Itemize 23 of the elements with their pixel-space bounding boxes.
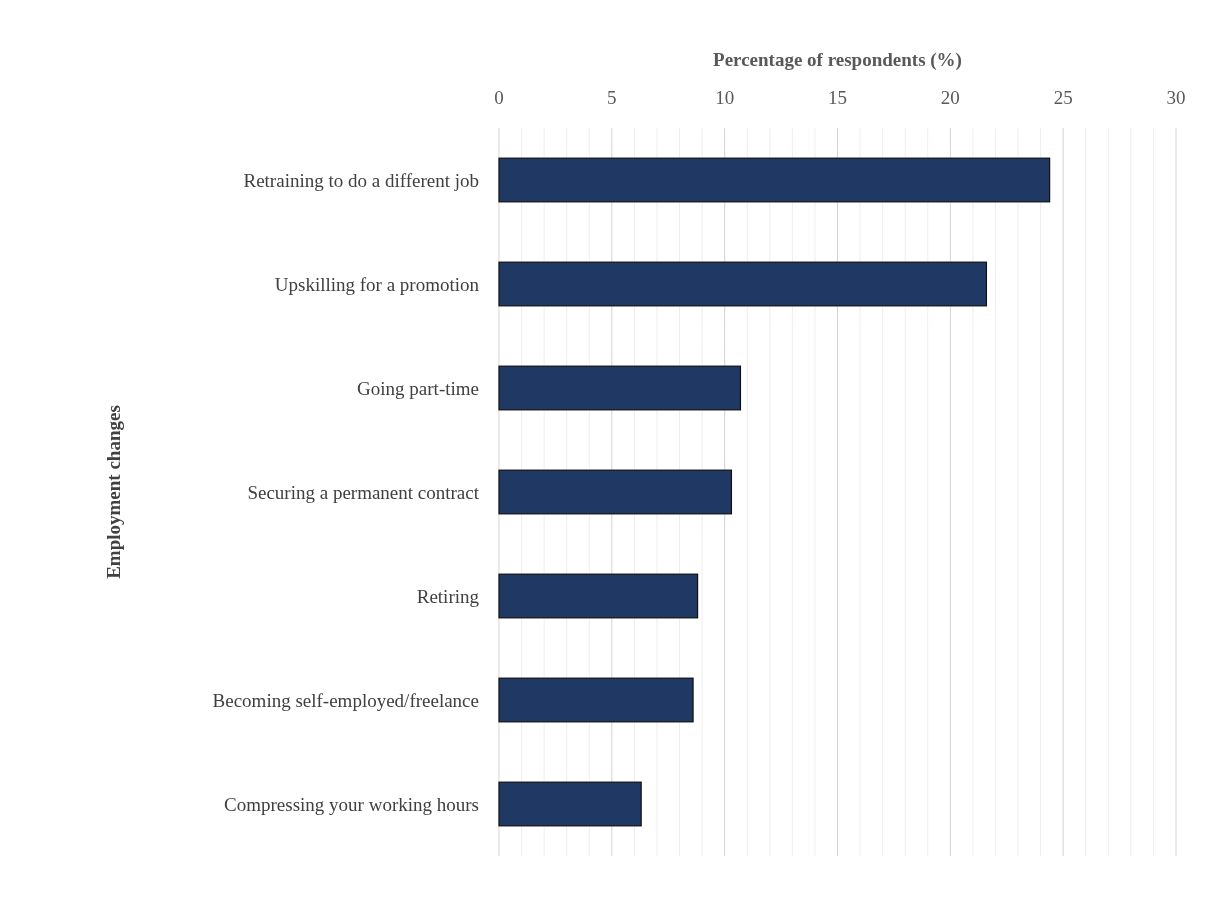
y-tick-label: Retiring	[416, 585, 480, 607]
bar	[498, 677, 694, 723]
x-tick-label: 5	[607, 87, 617, 108]
y-tick-label: Going part-time	[357, 377, 479, 399]
bar	[498, 365, 742, 411]
x-tick-label: 25	[1053, 87, 1073, 108]
bar	[498, 573, 699, 619]
bar	[498, 469, 733, 515]
y-tick-label: Retraining to do a different job	[243, 169, 479, 191]
x-tick-label: 10	[715, 87, 735, 108]
y-tick-label: Becoming self-employed/freelance	[212, 689, 479, 711]
x-tick-label: 15	[828, 87, 847, 108]
y-tick-label: Upskilling for a promotion	[274, 273, 480, 295]
x-tick-label: 30	[1166, 87, 1186, 108]
bar	[498, 261, 988, 307]
y-tick-label: Securing a permanent contract	[247, 481, 480, 503]
bar	[498, 157, 1051, 203]
bar	[498, 781, 642, 827]
y-tick-label: Compressing your working hours	[224, 793, 479, 815]
x-axis-title: Percentage of respondents (%)	[713, 49, 962, 71]
x-tick-label: 20	[940, 87, 960, 108]
x-tick-label: 0	[494, 87, 504, 108]
y-axis-title: Employment changes	[103, 405, 124, 579]
